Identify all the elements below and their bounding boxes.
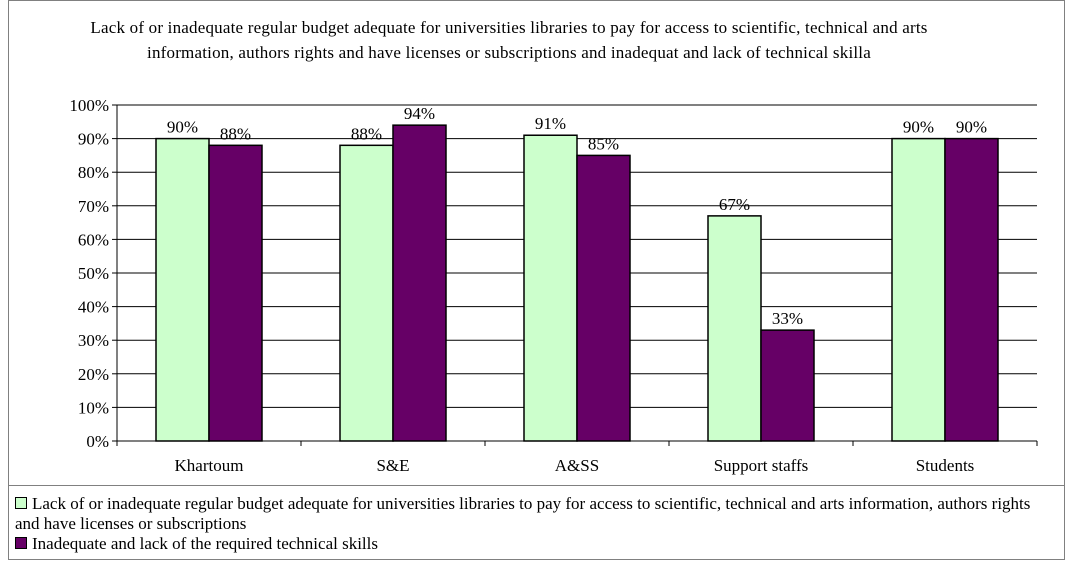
data-label: 88%	[220, 124, 251, 143]
data-labels: 90% 88% 88% 94% 91% 85% 67% 33% 90% 90%	[167, 104, 987, 328]
bar-skills-0	[208, 144, 263, 442]
x-tick-label: A&SS	[555, 456, 599, 475]
data-label: 67%	[719, 195, 750, 214]
bar-skills-4	[944, 137, 999, 442]
y-tick-label: 40%	[78, 298, 109, 317]
y-tick-label: 90%	[78, 130, 109, 149]
x-tick-label: Students	[916, 456, 975, 475]
y-tick-label: 20%	[78, 365, 109, 384]
y-tick-label: 50%	[78, 264, 109, 283]
chart-frame: Lack of or inadequate regular budget ade…	[8, 0, 1065, 560]
x-tick-label: Support staffs	[714, 456, 809, 475]
y-tick-label: 0%	[86, 432, 109, 451]
legend-item-budget: Lack of or inadequate regular budget ade…	[15, 494, 1055, 534]
data-label: 90%	[956, 118, 987, 137]
data-label: 88%	[351, 124, 382, 143]
data-label: 91%	[535, 114, 566, 133]
legend: Lack of or inadequate regular budget ade…	[9, 485, 1064, 561]
y-tick-label: 80%	[78, 163, 109, 182]
data-label: 90%	[903, 118, 934, 137]
chart-title: Lack of or inadequate regular budget ade…	[90, 18, 928, 62]
legend-swatch-skills	[15, 537, 27, 549]
data-label: 90%	[167, 118, 198, 137]
bar-chart: 90% 88% 88% 94% 91% 85% 67% 33% 90% 90% Khartoum S…	[69, 96, 1038, 475]
legend-swatch-budget	[15, 497, 27, 509]
bar-budget-0	[155, 137, 210, 442]
y-tick-label: 10%	[78, 398, 109, 417]
y-tick-labels: 0% 10% 20% 30% 40% 50% 60% 70% 80% 90% 100%	[69, 96, 109, 451]
bar-skills-2	[576, 154, 631, 442]
bar-budget-3	[707, 215, 762, 442]
y-tick-label: 70%	[78, 197, 109, 216]
x-tick-label: Khartoum	[175, 456, 244, 475]
bar-budget-2	[523, 134, 578, 442]
y-tick-label: 30%	[78, 331, 109, 350]
legend-label-budget: Lack of or inadequate regular budget ade…	[15, 494, 1031, 533]
data-label: 33%	[772, 309, 803, 328]
x-tick-label: S&E	[376, 456, 409, 475]
bars	[155, 124, 999, 442]
bar-budget-4	[891, 137, 946, 442]
y-tick-label: 60%	[78, 230, 109, 249]
legend-label-skills: Inadequate and lack of the required tech…	[32, 534, 378, 553]
y-tick-label: 100%	[69, 96, 109, 115]
x-tick-labels: Khartoum S&E A&SS Support staffs Students	[175, 456, 975, 475]
bar-skills-3	[760, 329, 815, 442]
data-label: 85%	[588, 134, 619, 153]
bar-skills-1	[392, 124, 447, 442]
data-label: 94%	[404, 104, 435, 123]
bar-budget-1	[339, 144, 394, 442]
legend-item-skills: Inadequate and lack of the required tech…	[15, 534, 378, 554]
